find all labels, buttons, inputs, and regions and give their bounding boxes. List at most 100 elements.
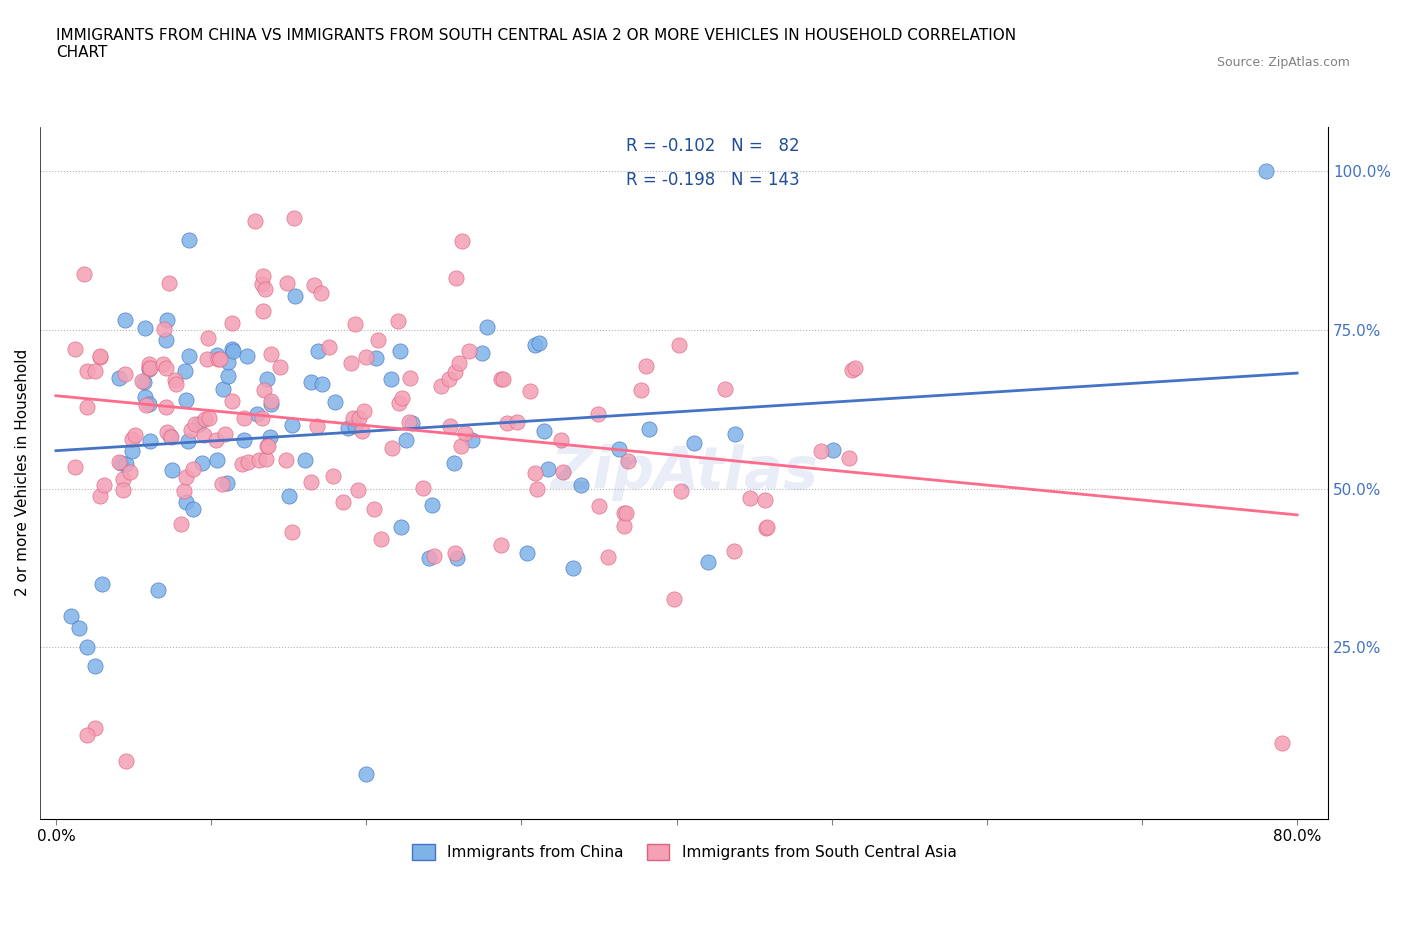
Point (84, 364, 107, 379)
Point (139, 361, 162, 376)
Point (148, 583, 170, 598)
Point (838, 450, 860, 465)
Point (1254, 164, 1277, 179)
Point (250, 276, 273, 291)
Point (160, 430, 183, 445)
Point (363, 501, 385, 516)
Point (304, 277, 326, 292)
Point (347, 410, 370, 425)
Point (412, 480, 434, 495)
Point (134, 321, 156, 336)
Point (420, 498, 443, 512)
Point (280, 418, 302, 432)
Point (637, 421, 659, 436)
Point (439, 418, 461, 433)
Point (247, 453, 270, 468)
Point (160, 462, 183, 477)
Point (664, 591, 686, 606)
Point (516, 546, 538, 561)
Point (107, 454, 129, 469)
Point (156, 312, 179, 327)
Point (256, 439, 278, 454)
Point (491, 538, 513, 552)
Point (724, 427, 747, 442)
Text: Source: ZipAtlas.com: Source: ZipAtlas.com (1216, 56, 1350, 69)
Point (159, 428, 181, 443)
Point (367, 333, 389, 348)
Point (165, 372, 187, 387)
Point (810, 444, 832, 458)
Point (256, 371, 278, 386)
Point (506, 415, 529, 430)
Point (63, 342, 86, 357)
Point (526, 482, 548, 497)
Point (138, 396, 160, 411)
Point (844, 360, 866, 375)
Point (613, 505, 636, 520)
Point (174, 470, 197, 485)
Point (443, 455, 465, 470)
Text: ZipAtlas: ZipAtlas (550, 445, 818, 501)
Point (121, 443, 143, 458)
Point (193, 428, 215, 443)
Point (76, 640, 98, 655)
Point (527, 336, 550, 351)
Point (305, 418, 328, 433)
Point (73, 266, 96, 281)
Point (284, 289, 307, 304)
Point (437, 371, 460, 386)
Point (562, 561, 585, 576)
Point (197, 331, 219, 346)
Point (254, 451, 277, 466)
Point (755, 521, 778, 536)
Point (233, 432, 256, 447)
Point (492, 372, 515, 387)
Point (108, 371, 131, 386)
Point (174, 364, 197, 379)
Point (245, 214, 267, 229)
Point (738, 490, 761, 505)
Point (89, 349, 111, 364)
Point (634, 359, 657, 374)
Point (114, 366, 136, 381)
Point (276, 275, 298, 290)
Text: IMMIGRANTS FROM CHINA VS IMMIGRANTS FROM SOUTH CENTRAL ASIA 2 OR MORE VEHICLES I: IMMIGRANTS FROM CHINA VS IMMIGRANTS FROM… (56, 28, 1017, 60)
Point (713, 382, 735, 397)
Point (446, 551, 468, 565)
Point (153, 322, 176, 337)
Point (614, 506, 637, 521)
Point (318, 339, 340, 354)
Point (89, 489, 111, 504)
Point (1271, 736, 1294, 751)
Point (475, 320, 498, 335)
Point (155, 333, 177, 348)
Point (613, 519, 636, 534)
Point (841, 362, 863, 377)
Point (221, 342, 243, 357)
Point (183, 502, 205, 517)
Text: R = -0.198   N = 143: R = -0.198 N = 143 (626, 171, 800, 190)
Point (307, 344, 329, 359)
Point (429, 379, 451, 393)
Point (370, 532, 392, 547)
Point (139, 434, 162, 449)
Point (205, 453, 228, 468)
Point (156, 425, 179, 440)
Point (323, 394, 346, 409)
Point (353, 404, 375, 418)
Point (332, 494, 354, 509)
Point (217, 368, 239, 383)
Point (250, 411, 273, 426)
Point (198, 411, 221, 426)
Point (755, 520, 778, 535)
Point (246, 406, 269, 421)
Point (252, 304, 274, 319)
Point (138, 361, 160, 376)
Point (489, 371, 512, 386)
Point (550, 433, 572, 448)
Point (337, 421, 360, 436)
Point (112, 472, 135, 486)
Point (124, 428, 146, 443)
Point (259, 430, 281, 445)
Point (617, 454, 640, 469)
